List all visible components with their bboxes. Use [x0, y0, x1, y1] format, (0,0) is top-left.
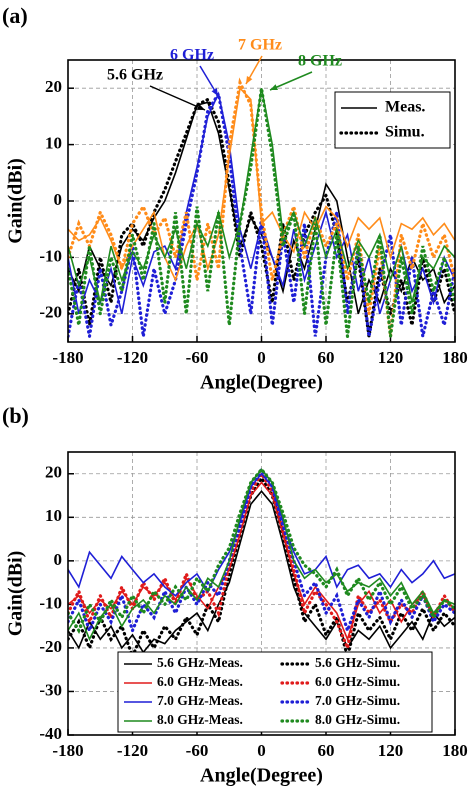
- plot-lines: [68, 77, 455, 338]
- annotation: 7 GHz: [238, 37, 282, 54]
- y-tick-label: 20: [45, 463, 62, 482]
- x-tick-label: -120: [117, 741, 148, 760]
- x-tick-label: 120: [378, 741, 404, 760]
- y-tick-label: -10: [39, 593, 62, 612]
- y-tick-label: 0: [54, 190, 63, 209]
- x-tick-label: 0: [257, 741, 266, 760]
- legend-label: 7.0 GHz-Meas.: [157, 693, 243, 708]
- x-tick-label: 60: [318, 348, 335, 367]
- legend-label: 5.6 GHz-Meas.: [157, 655, 243, 670]
- y-tick-label: -10: [39, 246, 62, 265]
- x-axis-title: Angle(Degree): [200, 765, 323, 787]
- plot-frame: [67, 59, 456, 343]
- annotation-arrow: [149, 85, 206, 111]
- y-tick-label: 10: [45, 506, 62, 525]
- legend-label: 7.0 GHz-Simu.: [315, 693, 400, 708]
- legend-label: 8.0 GHz-Simu.: [315, 712, 400, 727]
- x-tick-label: -180: [52, 348, 83, 367]
- series-line: [68, 489, 455, 654]
- y-tick-label: 20: [45, 77, 62, 96]
- annotation: 5.6 GHz: [107, 67, 163, 84]
- x-tick-label: -180: [52, 741, 83, 760]
- y-tick-label: 10: [45, 134, 62, 153]
- legend-label: Meas.: [385, 99, 425, 116]
- arrow-head: [211, 88, 218, 96]
- x-tick-label: -60: [186, 741, 209, 760]
- legend-label: 5.6 GHz-Simu.: [315, 655, 400, 670]
- panel-label: (b): [2, 403, 29, 428]
- series-line: [68, 468, 455, 642]
- y-tick-label: -20: [39, 637, 62, 656]
- plot-frame: [67, 451, 456, 736]
- series-line: [68, 101, 455, 315]
- series-line: [68, 97, 455, 337]
- series-line: [68, 88, 455, 303]
- x-tick-label: 180: [442, 741, 468, 760]
- legend-label: 8.0 GHz-Meas.: [157, 712, 243, 727]
- y-tick-label: 0: [54, 550, 63, 569]
- annotation-arrow: [269, 71, 313, 91]
- series-line: [68, 472, 455, 597]
- x-tick-label: -120: [117, 348, 148, 367]
- series-line: [68, 86, 455, 283]
- arrow-head: [246, 76, 253, 84]
- legend-box: [117, 651, 433, 733]
- y-axis-title: Gain(dBi): [5, 158, 27, 244]
- y-tick-label: -30: [39, 680, 62, 699]
- legend-label: 6.0 GHz-Meas.: [157, 674, 243, 689]
- legend-label: 6.0 GHz-Simu.: [315, 674, 400, 689]
- series-line: [68, 87, 455, 337]
- series-line: [68, 481, 455, 642]
- y-tick-label: -40: [39, 724, 62, 743]
- x-tick-label: -60: [186, 348, 209, 367]
- x-axis-title: Angle(Degree): [200, 372, 323, 394]
- y-tick-label: -20: [39, 303, 62, 322]
- legend-label: Simu.: [385, 124, 425, 141]
- panel-label: (a): [2, 3, 28, 28]
- arrow-head: [270, 84, 278, 90]
- x-tick-label: 60: [318, 741, 335, 760]
- x-tick-label: 180: [442, 348, 468, 367]
- x-tick-label: 120: [378, 348, 404, 367]
- y-axis-title: Gain(dBi): [5, 551, 27, 637]
- arrow-head: [197, 104, 205, 110]
- legend-box: [334, 91, 451, 149]
- annotation: 6 GHz: [170, 47, 214, 64]
- annotation: 8 GHz: [298, 53, 342, 70]
- x-tick-label: 0: [257, 348, 266, 367]
